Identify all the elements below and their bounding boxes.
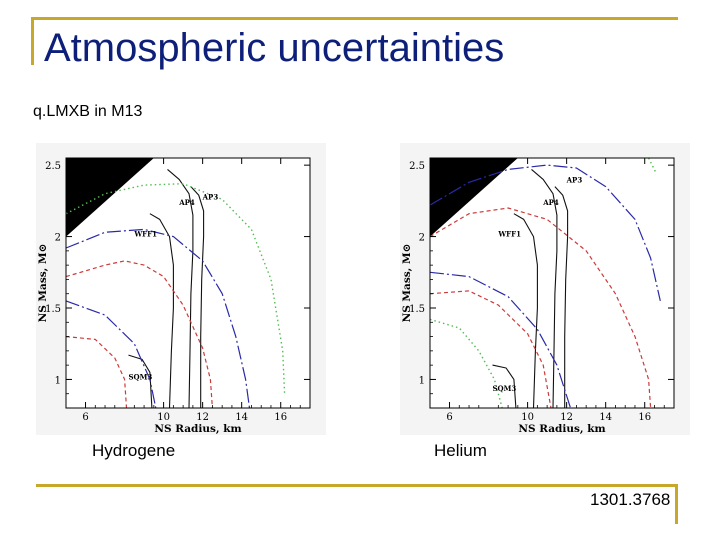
chart-helium: 6 10 12 14 16 1 1.5 2 2.5 AP3 AP4 WFF1 SQM3 NS Radius… [400,143,690,435]
footer-right-rule [675,484,678,524]
x-tick-label: 6 [82,412,88,423]
y-tick-label: 1.5 [45,304,61,315]
paper-reference: 1301.3768 [590,490,671,509]
y-tick-label: 2 [419,233,425,244]
eos-curve-0 [531,168,558,409]
plot-frame [65,157,311,409]
x-tick-label: 12 [560,412,573,423]
eos-curve-5 [647,157,658,175]
eos-curve-8 [429,290,552,409]
eos-curve-3 [492,364,517,409]
y-tick-label: 1.5 [409,304,425,315]
eos-label: WFF1 [497,230,521,239]
x-axis-label: NS Radius, km [518,423,605,435]
y-tick-label: 1 [55,375,61,386]
eos-label: SQM3 [128,372,152,381]
excluded-region [430,158,518,237]
eos-curve-1 [190,186,205,408]
eos-curve-3 [128,354,153,409]
eos-label: AP4 [178,198,195,207]
plot-frame [429,157,675,409]
eos-label: SQM3 [492,384,516,393]
eos-curve-8 [65,300,157,409]
x-tick-label: 16 [638,412,651,423]
eos-curve-4 [65,228,251,409]
eos-curve-7 [429,271,572,409]
x-tick-label: 10 [521,412,534,423]
caption-helium: Helium [434,441,487,460]
x-tick-label: 16 [274,412,287,423]
y-tick-label: 2.5 [45,161,61,172]
x-tick-label: 10 [157,412,170,423]
footer-rule [36,484,677,487]
eos-curve-1 [554,186,569,408]
x-tick-label: 12 [196,412,209,423]
eos-label: AP4 [542,198,559,207]
y-tick-label: 2 [55,233,61,244]
eos-curve-6 [429,207,652,409]
y-axis-label: NS Mass, M⊙ [37,244,49,323]
eos-curve-0 [167,168,194,409]
eos-curve-2 [513,213,538,409]
chart-hydrogene: 6 10 12 14 16 1 1.5 2 2.5 AP3 AP4 WFF1 SQM3 NS Radius… [36,143,326,435]
title-left-rule [31,17,34,65]
y-tick-label: 1 [419,375,425,386]
eos-curve-7 [65,336,128,409]
x-tick-label: 6 [446,412,452,423]
eos-curve-4 [429,164,661,302]
eos-label: WFF1 [133,230,157,239]
x-tick-label: 14 [599,412,612,423]
x-tick-label: 14 [235,412,248,423]
slide-title: Atmospheric uncertainties [44,26,505,70]
eos-label: AP3 [202,192,219,201]
x-axis-label: NS Radius, km [154,423,241,435]
title-top-rule [31,17,678,20]
eos-curve-6 [65,260,213,409]
slide-subtitle: q.LMXB in M13 [33,103,143,120]
y-axis-label: NS Mass, M⊙ [401,244,413,323]
eos-curve-2 [149,213,174,409]
y-tick-label: 2.5 [409,161,425,172]
eos-label: AP3 [566,175,583,184]
caption-hydrogene: Hydrogene [92,441,176,460]
